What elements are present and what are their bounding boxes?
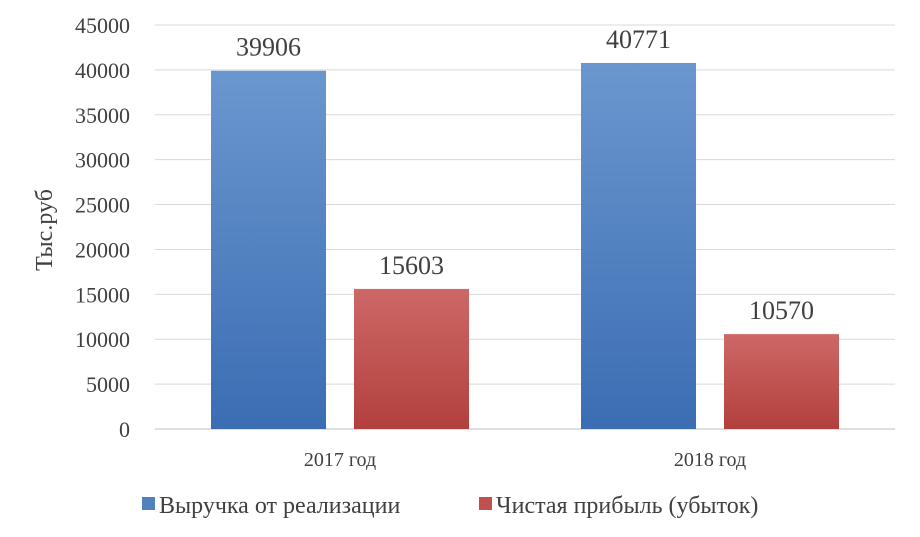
y-tick-label: 45000 <box>75 13 130 38</box>
bar-net-profit <box>354 288 469 429</box>
bar-net-profit <box>724 334 839 429</box>
y-axis-title: Тыс.руб <box>32 189 58 271</box>
data-label: 39906 <box>236 33 301 62</box>
data-label: 40771 <box>606 25 671 54</box>
y-tick-label: 35000 <box>75 103 130 128</box>
y-tick-label: 0 <box>119 417 130 442</box>
y-tick-label: 40000 <box>75 58 130 83</box>
data-label: 10570 <box>749 296 814 325</box>
bar-revenue <box>581 62 696 430</box>
y-tick-label: 5000 <box>86 372 130 397</box>
y-tick-label: 10000 <box>75 327 130 352</box>
y-axis-ticks: 0 5000 10000 15000 20000 25000 30000 35000 40000… <box>75 13 130 442</box>
legend-label: Чистая прибыль (убыток) <box>496 493 758 519</box>
y-tick-label: 30000 <box>75 148 130 173</box>
legend: Выручка от реализации Чистая прибыль (убы… <box>142 493 758 519</box>
x-tick-label: 2017 год <box>304 449 376 471</box>
y-tick-label: 20000 <box>75 237 130 262</box>
data-labels: 39906 15603 40771 10570 <box>236 25 814 325</box>
x-tick-label: 2018 год <box>674 449 746 471</box>
bar-revenue <box>211 70 326 430</box>
x-axis-ticks: 2017 год 2018 год <box>304 449 746 471</box>
bars <box>211 62 839 430</box>
legend-swatch <box>479 497 492 510</box>
data-label: 15603 <box>379 251 444 280</box>
legend-label: Выручка от реализации <box>159 493 400 519</box>
legend-swatch <box>142 497 155 510</box>
y-tick-label: 25000 <box>75 193 130 218</box>
y-tick-label: 15000 <box>75 282 130 307</box>
